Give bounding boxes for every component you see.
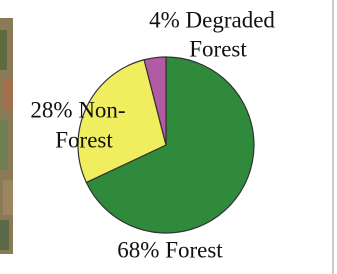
slice-label: Forest xyxy=(189,36,247,61)
slice-label: 28% Non- xyxy=(30,97,125,122)
image-strip xyxy=(0,18,13,254)
slice-label: 68% Forest xyxy=(117,237,223,262)
slice-label: Forest xyxy=(55,127,113,152)
slice-label: 4% Degraded xyxy=(149,7,275,32)
page: {"chart_data": {"type": "pie", "values":… xyxy=(0,0,337,274)
chart: 68% Forest 28% Non- Forest 4% Degraded Fores… xyxy=(0,0,337,274)
